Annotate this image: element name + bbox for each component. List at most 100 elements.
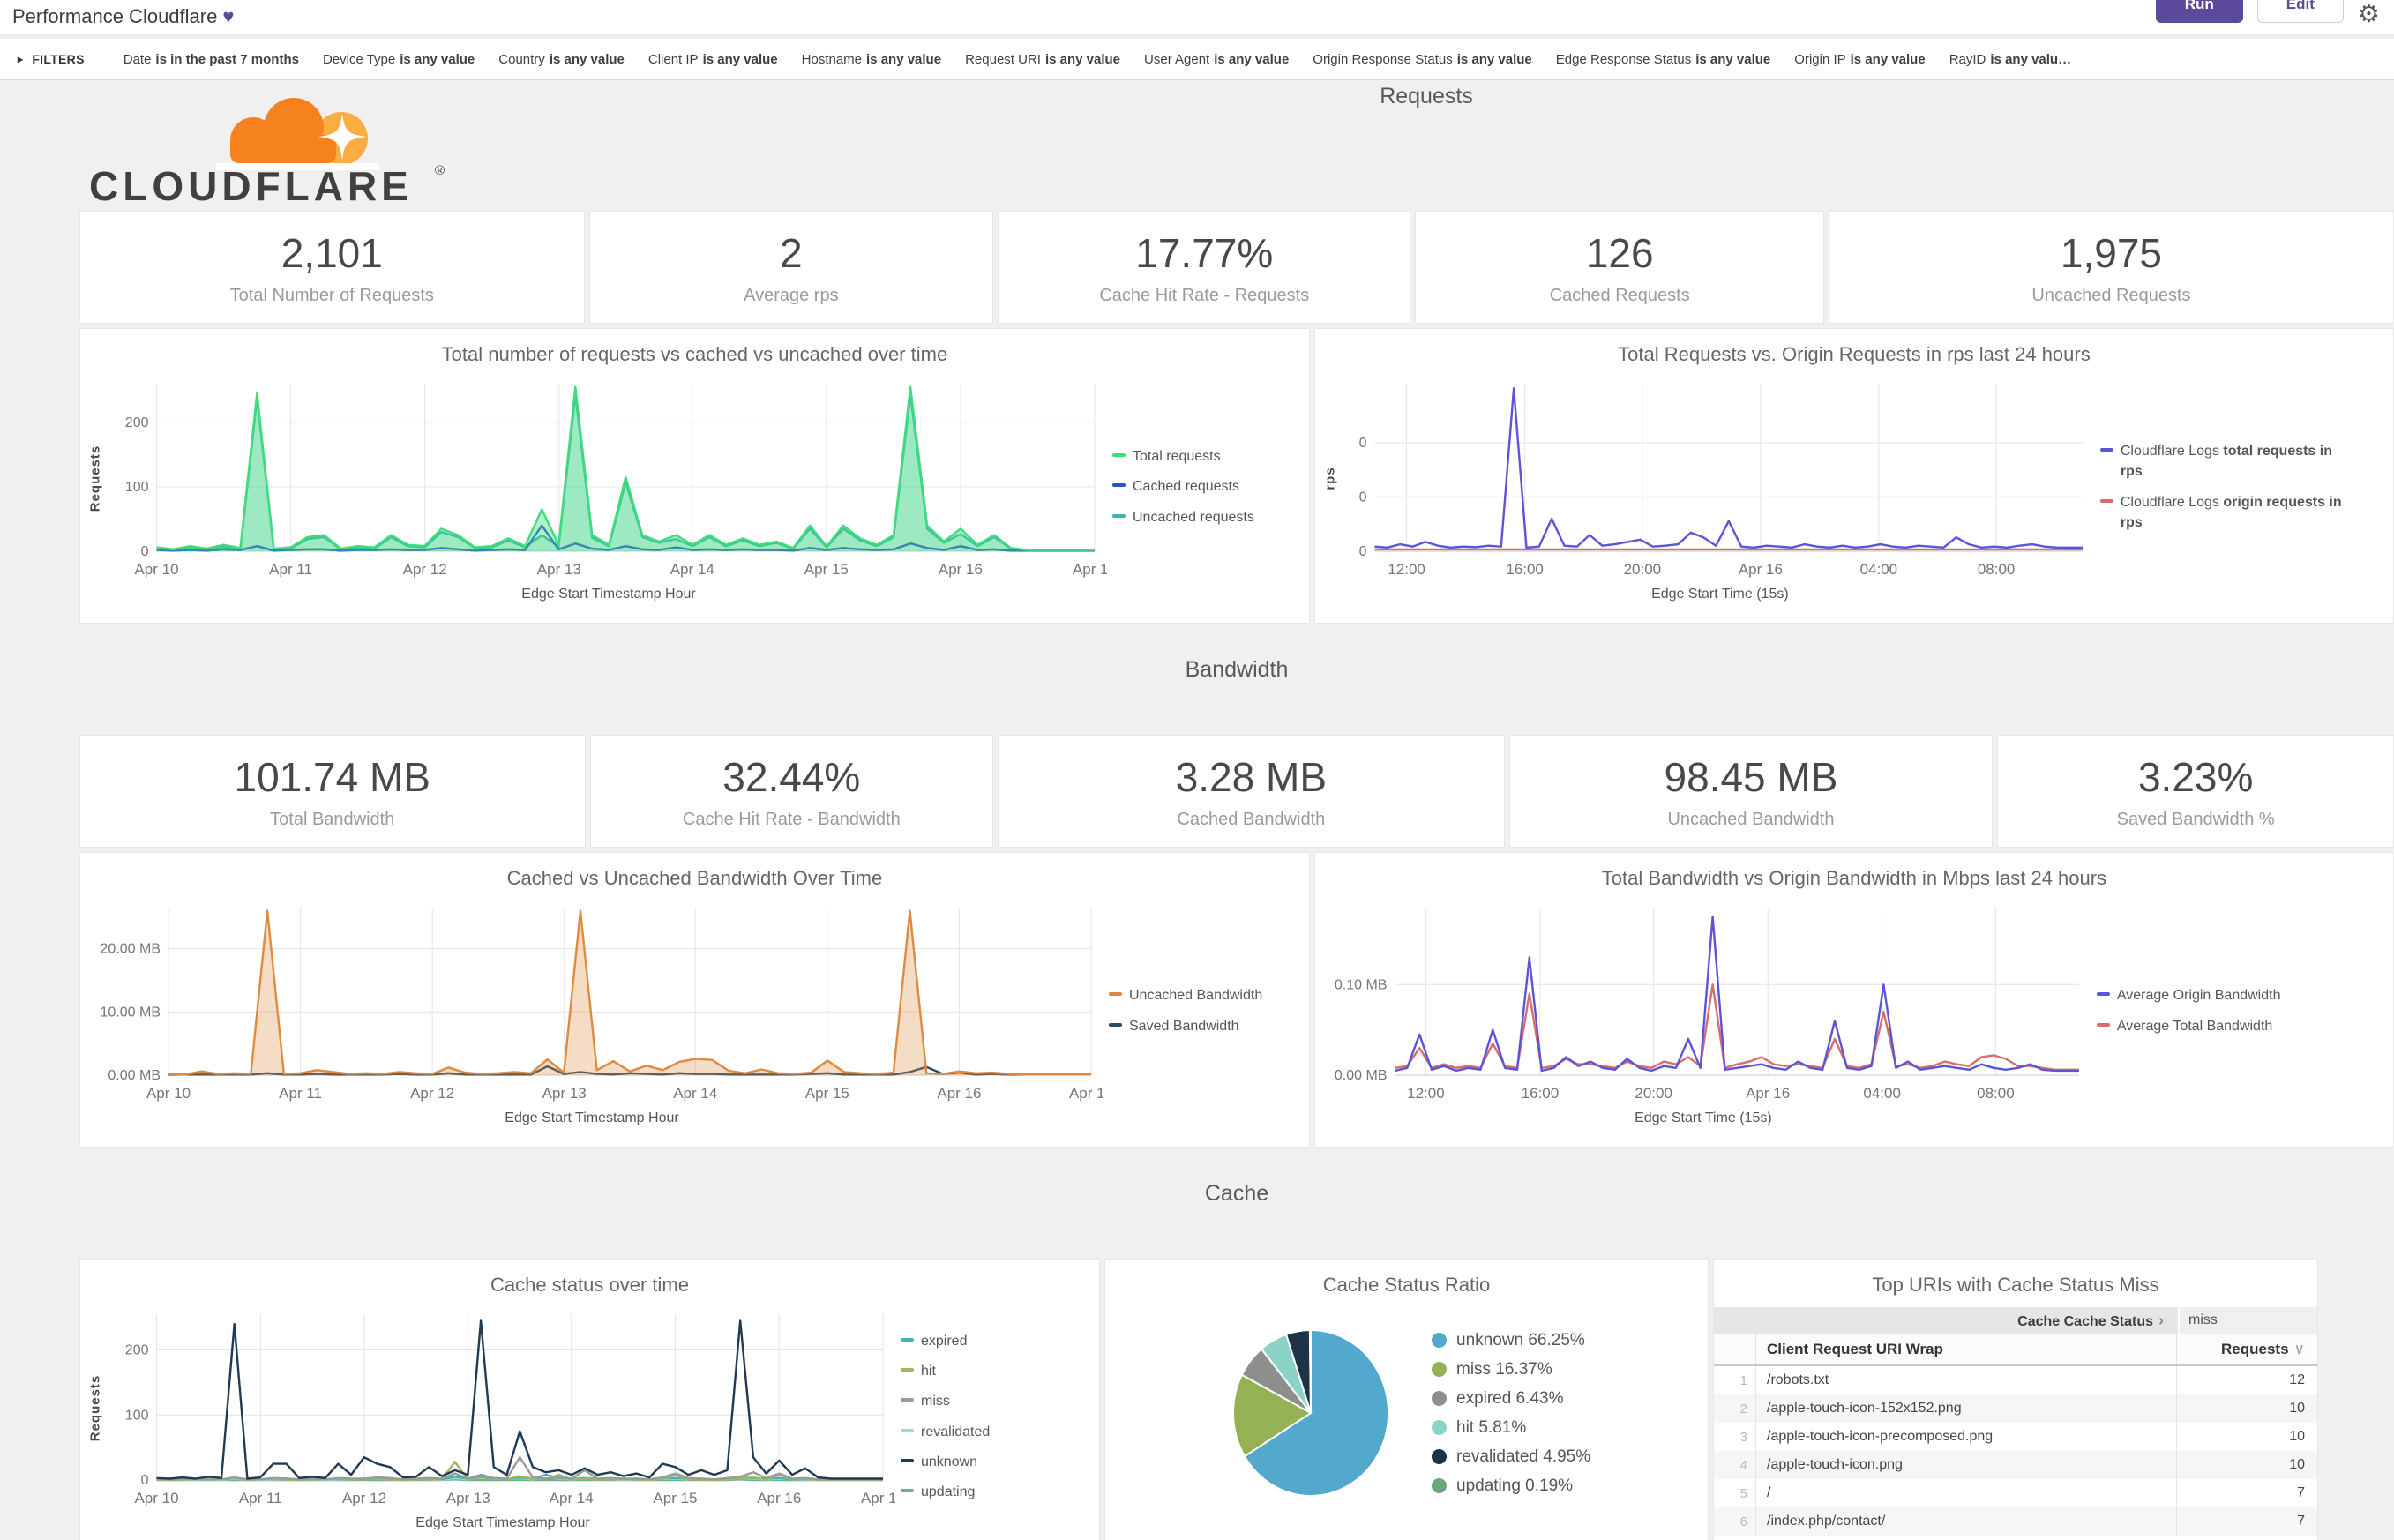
kpi-tile: 98.45 MB Uncached Bandwidth <box>1508 735 1994 848</box>
svg-text:0: 0 <box>1358 544 1366 559</box>
table-row[interactable]: 3/apple-touch-icon-precomposed.png 10 <box>1714 1423 2317 1451</box>
svg-text:Apr 13: Apr 13 <box>542 1085 587 1102</box>
legend-item-cloudflare-logs[interactable]: Cloudflare Logs origin requests in rps <box>2099 492 2346 533</box>
section-heading-bandwidth: Bandwidth <box>1185 657 1289 682</box>
legend-item-hit[interactable]: hit <box>901 1361 1054 1381</box>
kpi-value: 3.28 MB <box>1175 753 1327 800</box>
svg-text:0: 0 <box>141 1473 149 1488</box>
kpi-label: Uncached Requests <box>2031 285 2191 305</box>
series-name: Total requests <box>1133 449 1221 465</box>
edit-button[interactable]: Edit <box>2256 0 2344 23</box>
table-row[interactable]: 2/apple-touch-icon-152x152.png 10 <box>1714 1394 2317 1423</box>
pie-legend-item-unknown[interactable]: unknown 66.25% <box>1432 1331 1590 1350</box>
table-row[interactable]: 6/index.php/contact/7 <box>1714 1507 2317 1536</box>
filter-value: is any value <box>866 51 942 67</box>
legend-item-expired[interactable]: expired <box>901 1331 1054 1351</box>
filter-item-country[interactable]: Country is any value <box>498 52 625 67</box>
row-uri: / <box>1767 1485 1771 1500</box>
bandwidth-kpi-row: 101.74 MB Total Bandwidth 32.44% Cache Hit … <box>79 735 2394 848</box>
filter-value: is in the past 7 months <box>155 51 299 67</box>
table-row[interactable]: 5 / 7 <box>1714 1479 2317 1507</box>
x-axis-label: Edge Start Timestamp Hour <box>415 1515 590 1530</box>
legend-item-saved-bandwidth[interactable]: Saved Bandwidth <box>1109 1016 1289 1036</box>
cloudflare-logo: CLOUDFLARE ® <box>79 86 459 213</box>
plot-canvas[interactable]: 12:00 16:00 20:00 Apr 16 04:00 08:00 0 0 0 <box>1345 371 2095 585</box>
plot-canvas[interactable]: Apr 10 Apr 11 Apr 12 Apr 13 Apr 14 Apr 15 Apr … <box>110 1302 895 1514</box>
pie-legend-item-updating[interactable]: updating 0.19% <box>1432 1476 1590 1496</box>
row-uri: /index.php/contact/ <box>1767 1514 1886 1529</box>
pie-legend-item-revalidated[interactable]: revalidated 4.95% <box>1432 1447 1590 1467</box>
svg-text:Apr 12: Apr 12 <box>410 1085 454 1102</box>
legend-item-average-origin-bandwidth[interactable]: Average Origin Bandwidth <box>2096 985 2343 1005</box>
plot-canvas[interactable]: 12:00 16:00 20:00 Apr 16 04:00 08:00 0.00 MB 0.… <box>1315 895 2091 1109</box>
requests-column-header[interactable]: Requests ∨ <box>2176 1334 2317 1364</box>
filter-item-hostname[interactable]: Hostname is any value <box>802 52 941 67</box>
svg-text:Apr 10: Apr 10 <box>134 561 178 578</box>
legend-item-uncached-requests[interactable]: Uncached requests <box>1112 507 1279 527</box>
chart-title: Top URIs with Cache Status Miss <box>1872 1274 2159 1296</box>
pie-legend-item-hit[interactable]: hit 5.81% <box>1432 1418 1590 1438</box>
table-row[interactable]: 4/apple-touch-icon.png 10 <box>1714 1451 2317 1479</box>
legend-label: Cached requests <box>1133 476 1239 497</box>
filter-item-client-ip[interactable]: Client IP is any value <box>648 52 778 67</box>
plot-row: Requests Apr 10 Apr 11 Apr 12 Apr 13 Apr 14 Ap… <box>80 1302 895 1514</box>
legend-item-miss[interactable]: miss <box>901 1391 1054 1411</box>
svg-text:20:00: 20:00 <box>1623 561 1661 578</box>
legend-item-updating[interactable]: updating <box>901 1482 1054 1502</box>
filter-value: is any value <box>400 51 475 67</box>
pie-canvas[interactable] <box>1220 1300 1405 1526</box>
table-row[interactable]: 1/robots.txt 12 <box>1714 1366 2317 1394</box>
y-axis-label-text: rps <box>1322 466 1338 490</box>
filter-name: Client IP <box>647 51 699 67</box>
filter-item-origin-response-status[interactable]: Origin Response Status is any value <box>1313 52 1531 67</box>
filter-item-device-type[interactable]: Device Type is any value <box>323 52 475 67</box>
bandwidth-charts-row: Cached vs Uncached Bandwidth Over Time Ap… <box>79 852 2394 1148</box>
pie-legend-label: hit 5.81% <box>1456 1417 1527 1437</box>
svg-text:10.00 MB: 10.00 MB <box>101 1005 161 1020</box>
series-name: unknown <box>921 1454 978 1469</box>
tile-bandwidth-over-time: Cached vs Uncached Bandwidth Over Time Ap… <box>79 852 1310 1148</box>
chart-legend: Cloudflare Logs total requests in rps Clo… <box>2095 371 2346 602</box>
legend-item-unknown[interactable]: unknown <box>901 1452 1054 1472</box>
legend-label: miss <box>921 1391 950 1411</box>
filter-item-rayid[interactable]: RayID is any valu… <box>1949 52 2071 67</box>
svg-text:Apr 10: Apr 10 <box>146 1085 191 1102</box>
pie-legend-item-miss[interactable]: miss 16.37% <box>1432 1360 1590 1379</box>
kpi-tile: 3.28 MB Cached Bandwidth <box>998 735 1505 848</box>
kpi-tile: 1,975 Uncached Requests <box>1828 211 2394 324</box>
plot-canvas[interactable]: Apr 10 Apr 11 Apr 12 Apr 13 Apr 14 Apr 15 Apr … <box>110 371 1107 585</box>
gear-icon[interactable]: ⚙ <box>2357 0 2380 27</box>
filter-name: User Agent <box>1144 51 1210 67</box>
legend-item-revalidated[interactable]: revalidated <box>901 1422 1054 1442</box>
kpi-label: Average rps <box>744 285 839 305</box>
dashboard-header: Performance Cloudflare ♥ Run Edit ⚙ <box>0 0 2394 34</box>
svg-text:Apr 17: Apr 17 <box>1069 1085 1103 1102</box>
legend-item-average-total-bandwidth[interactable]: Average Total Bandwidth <box>2096 1016 2343 1036</box>
filter-item-date[interactable]: Date is in the past 7 months <box>123 52 299 67</box>
legend-marker-icon <box>1112 453 1126 458</box>
plot-canvas[interactable]: Apr 10 Apr 11 Apr 12 Apr 13 Apr 14 Apr 15 Apr … <box>80 895 1103 1109</box>
filter-item-request-uri[interactable]: Request URI is any value <box>965 52 1120 67</box>
filters-toggle[interactable]: ▸ FILTERS <box>18 52 85 66</box>
filter-item-user-agent[interactable]: User Agent is any value <box>1144 52 1289 67</box>
svg-text:Apr 15: Apr 15 <box>804 561 849 578</box>
svg-text:CLOUDFLARE: CLOUDFLARE <box>89 163 413 209</box>
svg-text:Apr 13: Apr 13 <box>446 1490 490 1506</box>
legend-label: Cloudflare Logs total requests in rps <box>2121 441 2346 482</box>
legend-item-total-requests[interactable]: Total requests <box>1112 446 1279 467</box>
filter-item-edge-response-status[interactable]: Edge Response Status is any value <box>1556 52 1771 67</box>
legend-item-cached-requests[interactable]: Cached requests <box>1112 476 1279 497</box>
y-axis-label: rps <box>1315 371 1345 585</box>
legend-marker-icon <box>2099 498 2113 503</box>
legend-item-uncached-bandwidth[interactable]: Uncached Bandwidth <box>1109 985 1289 1005</box>
legend-item-cloudflare-logs[interactable]: Cloudflare Logs total requests in rps <box>2099 441 2346 482</box>
run-button[interactable]: Run <box>2155 0 2243 23</box>
row-requests: 7 <box>2176 1479 2317 1507</box>
filter-item-origin-ip[interactable]: Origin IP is any value <box>1794 52 1925 67</box>
kpi-value: 126 <box>1585 229 1654 276</box>
chart-plot-area: Requests Apr 10 Apr 11 Apr 12 Apr 13 Apr 14 Ap… <box>80 1302 895 1531</box>
svg-text:04:00: 04:00 <box>1863 1085 1901 1102</box>
svg-text:Apr 16: Apr 16 <box>1746 1085 1790 1102</box>
pie-legend-item-expired[interactable]: expired 6.43% <box>1432 1389 1590 1409</box>
legend-label: Saved Bandwidth <box>1129 1016 1239 1036</box>
